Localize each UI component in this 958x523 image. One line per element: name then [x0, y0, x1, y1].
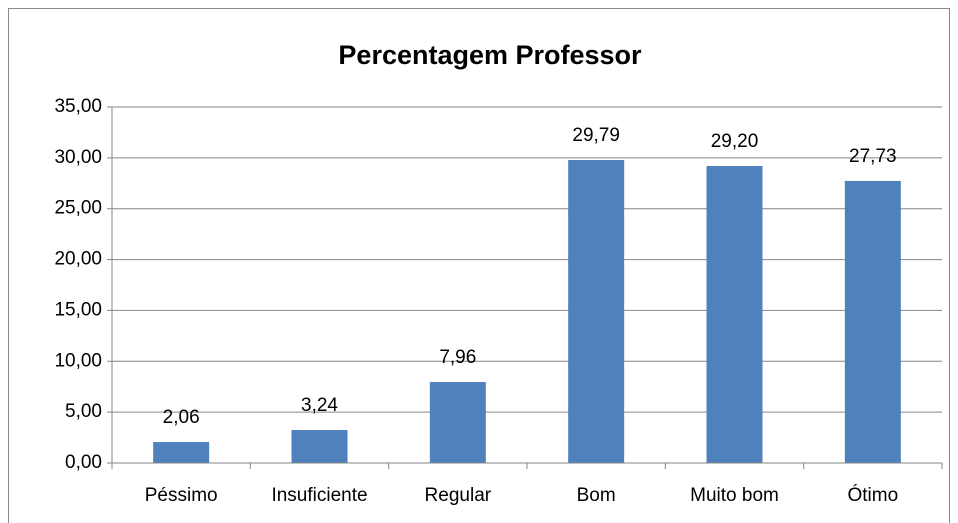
data-label: 2,06 [163, 407, 200, 428]
y-tick-label: 10,00 [54, 350, 102, 371]
bar [429, 382, 486, 463]
y-tick-label: 0,00 [65, 452, 102, 473]
bar [291, 430, 348, 463]
bar [568, 159, 625, 463]
x-tick-label: Ótimo [847, 484, 898, 506]
x-tick-label: Regular [425, 485, 492, 506]
x-tick-label: Insuficiente [271, 485, 367, 506]
y-tick-label: 25,00 [54, 198, 102, 219]
x-tick-label: Péssimo [145, 485, 218, 506]
data-label: 29,79 [572, 125, 620, 146]
data-label: 3,24 [301, 395, 338, 416]
y-tick-label: 35,00 [54, 96, 102, 117]
bar [844, 180, 901, 463]
y-tick-label: 20,00 [54, 249, 102, 270]
y-tick-label: 15,00 [54, 299, 102, 320]
bar [153, 442, 210, 463]
data-label: 7,96 [439, 347, 476, 368]
chart-title: Percentagem Professor [338, 40, 642, 70]
x-tick-label: Muito bom [690, 485, 779, 506]
data-label: 29,20 [711, 131, 759, 152]
y-tick-label: 5,00 [65, 401, 102, 422]
bar [706, 165, 763, 463]
y-tick-label: 30,00 [54, 147, 102, 168]
data-label: 27,73 [849, 146, 897, 167]
x-tick-label: Bom [577, 485, 616, 506]
